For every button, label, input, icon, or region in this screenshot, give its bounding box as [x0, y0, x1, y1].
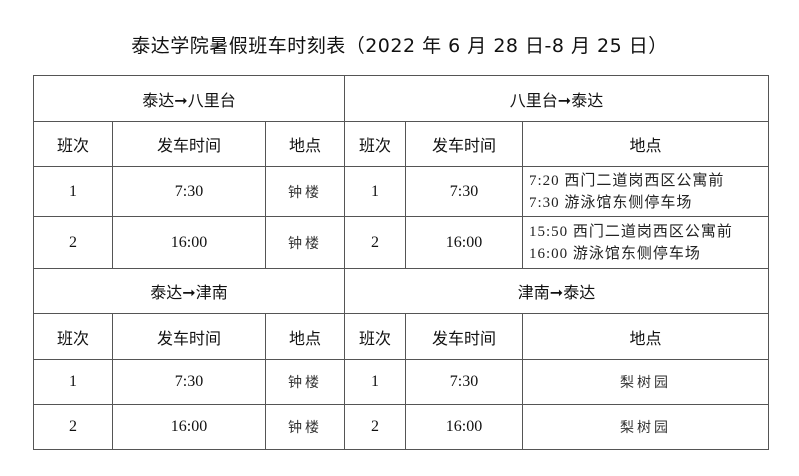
pickup-location: 梨树园: [522, 359, 769, 405]
column-header-no: 班次: [344, 121, 406, 167]
pickup-location: 7:20 西门二道岗西区公寓前: [529, 172, 725, 189]
pickup-location: 7:30 游泳馆东侧停车场: [529, 194, 693, 211]
pickup-location: 钟楼: [265, 404, 345, 450]
route-title: 泰达➞津南: [33, 268, 345, 314]
trip-number: 2: [344, 216, 406, 269]
page-title: 泰达学院暑假班车时刻表（2022 年 6 月 28 日-8 月 25 日）: [131, 35, 668, 57]
pickup-location: 钟楼: [265, 216, 345, 269]
pickup-location: 梨树园: [522, 404, 769, 450]
column-header-time: 发车时间: [112, 313, 266, 360]
column-header-place: 地点: [265, 313, 345, 360]
table-row: 1 7:30 钟楼 1 7:30 梨树园: [33, 359, 769, 405]
departure-time: 7:30: [405, 359, 523, 405]
column-header-time: 发车时间: [405, 121, 523, 167]
route-header-row: 泰达➞津南 津南➞泰达: [33, 268, 769, 314]
trip-number: 1: [344, 359, 406, 405]
column-header-row: 班次 发车时间 地点 班次 发车时间 地点: [33, 313, 769, 360]
table-row: 2 16:00 钟楼 2 16:00 15:50 西门二道岗西区公寓前 16:00 游泳馆东…: [33, 216, 769, 269]
route-title: 八里台➞泰达: [344, 75, 769, 122]
trip-number: 2: [344, 404, 406, 450]
trip-number: 1: [33, 359, 113, 405]
route-title: 泰达➞八里台: [33, 75, 345, 122]
route-title: 津南➞泰达: [344, 268, 769, 314]
column-header-place: 地点: [522, 313, 769, 360]
route-header-row: 泰达➞八里台 八里台➞泰达: [33, 75, 769, 122]
departure-time: 7:30: [405, 166, 523, 217]
departure-time: 16:00: [112, 404, 266, 450]
table-row: 2 16:00 钟楼 2 16:00 梨树园: [33, 404, 769, 450]
departure-time: 7:30: [112, 166, 266, 217]
column-header-place: 地点: [522, 121, 769, 167]
pickup-location: 15:50 西门二道岗西区公寓前: [529, 223, 733, 240]
schedule-table: 泰达➞八里台 八里台➞泰达 班次 发车时间 地点 班次 发车时间 地点 1 7:30 钟楼 1 7:30…: [33, 75, 769, 450]
column-header-no: 班次: [33, 313, 113, 360]
column-header-time: 发车时间: [405, 313, 523, 360]
departure-time: 16:00: [112, 216, 266, 269]
pickup-locations: 15:50 西门二道岗西区公寓前 16:00 游泳馆东侧停车场: [522, 216, 769, 269]
column-header-place: 地点: [265, 121, 345, 167]
column-header-no: 班次: [33, 121, 113, 167]
trip-number: 2: [33, 404, 113, 450]
column-header-no: 班次: [344, 313, 406, 360]
table-row: 1 7:30 钟楼 1 7:30 7:20 西门二道岗西区公寓前 7:30 游泳馆东侧停车场: [33, 166, 769, 217]
trip-number: 2: [33, 216, 113, 269]
pickup-location: 钟楼: [265, 166, 345, 217]
pickup-location: 钟楼: [265, 359, 345, 405]
departure-time: 16:00: [405, 404, 523, 450]
pickup-location: 16:00 游泳馆东侧停车场: [529, 245, 701, 262]
column-header-row: 班次 发车时间 地点 班次 发车时间 地点: [33, 121, 769, 167]
column-header-time: 发车时间: [112, 121, 266, 167]
trip-number: 1: [33, 166, 113, 217]
pickup-locations: 7:20 西门二道岗西区公寓前 7:30 游泳馆东侧停车场: [522, 166, 769, 217]
trip-number: 1: [344, 166, 406, 217]
departure-time: 7:30: [112, 359, 266, 405]
departure-time: 16:00: [405, 216, 523, 269]
